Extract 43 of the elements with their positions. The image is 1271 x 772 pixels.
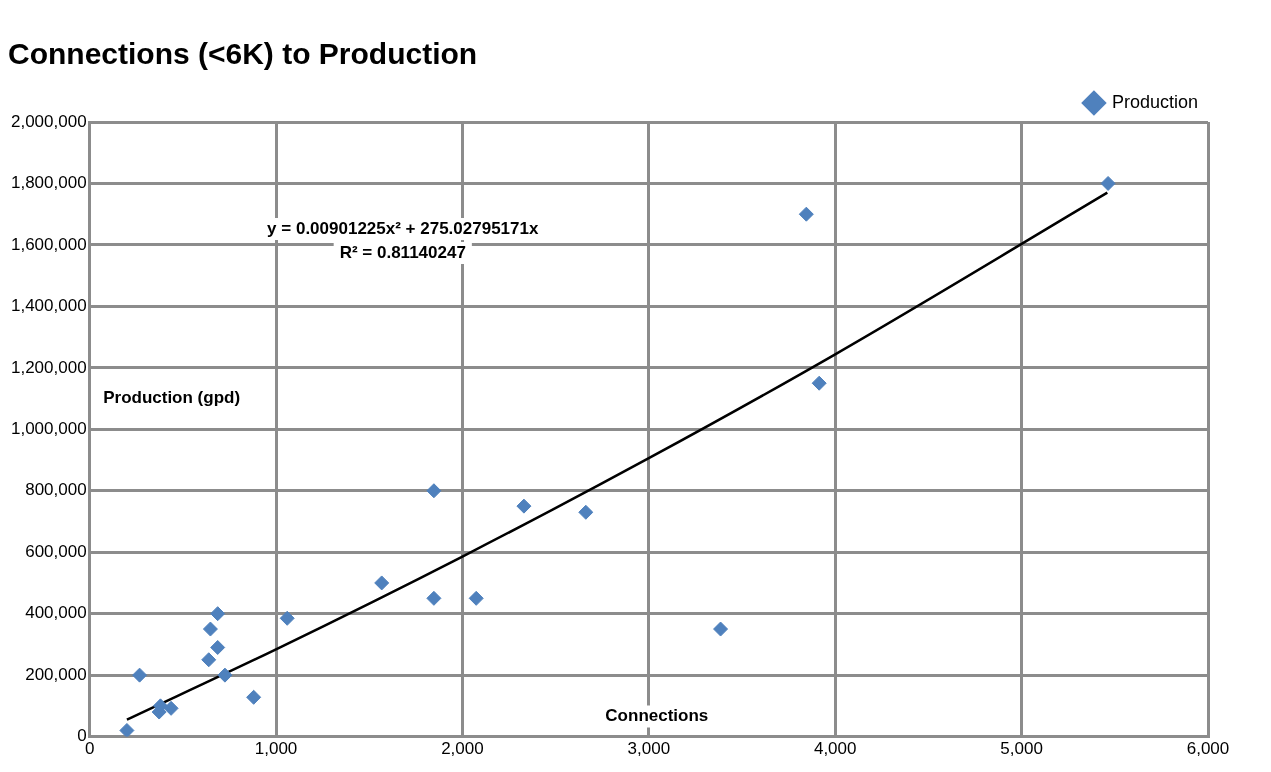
point	[132, 667, 148, 683]
y-tick-label: 800,000	[25, 480, 87, 500]
point	[279, 610, 295, 626]
point	[246, 689, 262, 705]
x-tick-label: 3,000	[627, 739, 671, 759]
y-tick-label: 1,200,000	[10, 357, 87, 377]
point	[210, 606, 226, 622]
point	[217, 667, 233, 683]
point	[516, 498, 532, 514]
point	[426, 483, 442, 499]
x-tick-label: 2,000	[441, 739, 484, 759]
y-tick-label: 1,600,000	[10, 234, 87, 254]
point	[426, 590, 442, 606]
point	[798, 206, 814, 222]
chart-title: Connections (<6K) to Production	[8, 37, 478, 71]
point	[163, 700, 179, 716]
y-tick-label: 200,000	[25, 664, 87, 684]
point	[811, 375, 827, 391]
y-tick-label: 1,400,000	[10, 296, 87, 316]
x-tick-label: 4,000	[813, 739, 857, 759]
point	[119, 722, 135, 737]
y-tick-label: 600,000	[25, 541, 87, 561]
y-tick-label: 0	[77, 726, 87, 746]
annotation: R² = 0.81140247	[339, 242, 466, 262]
point	[468, 590, 484, 606]
point	[374, 575, 390, 591]
y-tick-label: 1,800,000	[10, 173, 87, 193]
x-tick-label: 5,000	[1000, 739, 1043, 759]
point	[202, 621, 218, 637]
y-axis-title: Production (gpd)	[103, 387, 241, 407]
y-tick-label: 1,000,000	[10, 418, 87, 438]
x-axis-title: Connections	[605, 706, 709, 726]
point	[210, 639, 226, 655]
point	[713, 621, 729, 637]
y-tick-label: 2,000,000	[10, 111, 87, 131]
legend-label: Production	[1111, 91, 1199, 112]
point	[201, 652, 217, 668]
y-tick-label: 400,000	[25, 603, 87, 623]
annotation: y = 0.00901225x² + 275.02795171x	[267, 218, 539, 238]
point	[578, 504, 594, 520]
point	[1100, 175, 1116, 191]
x-tick-label: 6,000	[1186, 739, 1230, 759]
x-tick-label: 1,000	[254, 739, 298, 759]
